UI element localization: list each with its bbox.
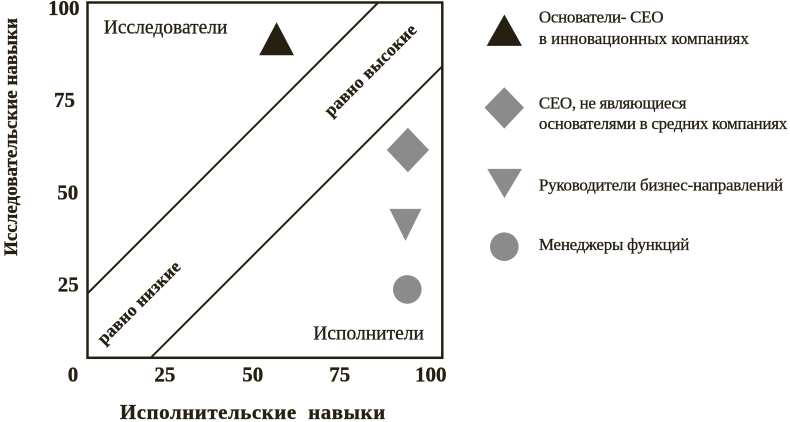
svg-text:равно низкие: равно низкие (93, 256, 185, 348)
svg-text:Менеджеры функций: Менеджеры функций (539, 235, 689, 254)
svg-text:Руководители бизнес-направлени: Руководители бизнес-направлений (539, 176, 783, 195)
svg-text:0: 0 (68, 363, 79, 387)
svg-text:Исполнители: Исполнители (313, 324, 424, 345)
svg-text:50: 50 (57, 181, 78, 205)
svg-text:равно высокие: равно высокие (320, 19, 421, 120)
svg-text:Исследовательские навыки: Исследовательские навыки (1, 18, 22, 256)
svg-text:75: 75 (54, 88, 75, 112)
svg-text:основателями в средних компани: основателями в средних компаниях (539, 114, 788, 133)
svg-text:75: 75 (329, 363, 350, 387)
svg-text:50: 50 (242, 363, 263, 387)
svg-text:Исследователи: Исследователи (104, 18, 228, 39)
svg-text:Исполнительские навыки: Исполнительские навыки (120, 400, 386, 422)
svg-text:25: 25 (154, 363, 175, 387)
svg-text:25: 25 (58, 273, 79, 297)
svg-text:100: 100 (48, 0, 80, 20)
svg-text:CEO, не являющиеся: CEO, не являющиеся (539, 93, 687, 112)
svg-text:Основатели- CEO: Основатели- CEO (539, 7, 663, 26)
svg-text:100: 100 (415, 363, 447, 387)
svg-text:в инновационных компаниях: в инновационных компаниях (539, 29, 749, 48)
